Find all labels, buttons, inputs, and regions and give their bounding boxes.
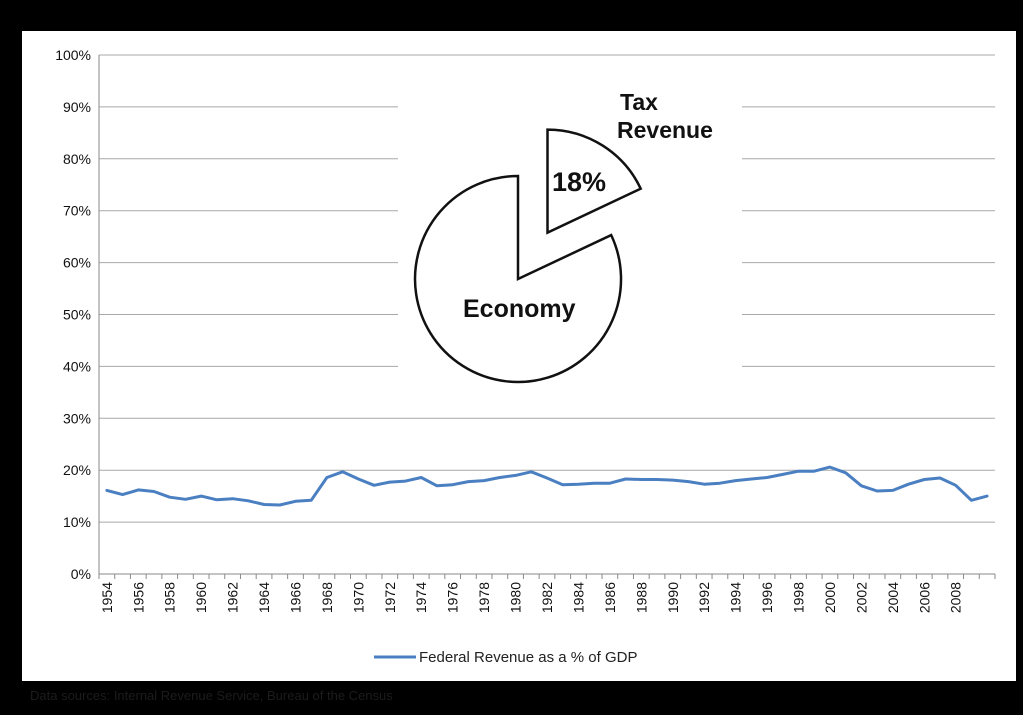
y-tick-label-40: 40%: [63, 358, 91, 374]
x-tick-label-1956: 1956: [130, 582, 146, 613]
y-tick-label-50: 50%: [63, 307, 91, 323]
x-tick-label-2006: 2006: [916, 582, 932, 613]
x-tick-label-1974: 1974: [413, 582, 429, 613]
series-line-0: [105, 465, 989, 507]
x-tick-label-2000: 2000: [822, 582, 838, 613]
inset-pie: Tax Revenue 18% Economy: [413, 89, 713, 384]
tax-label-line1: Tax: [620, 89, 658, 115]
x-tick-label-1980: 1980: [508, 582, 524, 613]
x-tick-label-1998: 1998: [791, 582, 807, 613]
x-tick-label-1954: 1954: [99, 582, 115, 613]
x-tick-label-1960: 1960: [193, 582, 209, 613]
x-tick-label-1994: 1994: [728, 582, 744, 613]
y-tick-label-20: 20%: [63, 462, 91, 478]
legend-label: Federal Revenue as a % of GDP: [419, 649, 637, 666]
x-tick-label-1970: 1970: [350, 582, 366, 613]
x-axis: 1954 1956 1958 1960 1962 1964 1966 1968 1970 1972…: [98, 573, 996, 613]
data-source-note: Data sources: Internal Revenue Service, …: [30, 688, 393, 703]
x-tick-label-1968: 1968: [319, 582, 335, 613]
y-tick-label-100: 100%: [55, 47, 91, 63]
x-tick-label-1966: 1966: [287, 582, 303, 613]
pie-slice-tax-revenue: [546, 128, 643, 235]
y-tick-label-30: 30%: [63, 410, 91, 426]
tax-value-label: 18%: [552, 167, 606, 197]
tax-label-line2: Revenue: [617, 117, 713, 143]
x-tick-label-1964: 1964: [256, 582, 272, 613]
x-tick-label-1988: 1988: [633, 582, 649, 613]
y-tick-label-10: 10%: [63, 514, 91, 530]
y-tick-label-90: 90%: [63, 99, 91, 115]
pie-slice-economy: [413, 174, 623, 384]
y-tick-label-80: 80%: [63, 151, 91, 167]
x-tick-label-1978: 1978: [476, 582, 492, 613]
x-tick-label-1992: 1992: [696, 582, 712, 613]
x-tick-label-1976: 1976: [445, 582, 461, 613]
x-tick-label-1972: 1972: [382, 582, 398, 613]
chart-canvas: 0%10%20%30%40%50%60%70%80%90%100% 1954 19…: [55, 47, 996, 666]
x-tick-label-1986: 1986: [602, 582, 618, 613]
x-tick-label-2002: 2002: [853, 582, 869, 613]
x-tick-label-2008: 2008: [948, 582, 964, 613]
legend: Federal Revenue as a % of GDP: [374, 649, 637, 666]
x-tick-label-1990: 1990: [665, 582, 681, 613]
x-tick-label-1996: 1996: [759, 582, 775, 613]
x-tick-label-1962: 1962: [225, 582, 241, 613]
chart-panel: 0% 10% 20% 30% 40% 50% 60% 70% 80% 90% 100% 1954 19…: [22, 31, 1016, 681]
x-tick-label-1984: 1984: [570, 582, 586, 613]
y-tick-label-70: 70%: [63, 203, 91, 219]
y-tick-label-60: 60%: [63, 255, 91, 271]
y-tick-label-0: 0%: [71, 566, 91, 582]
x-tick-label-1982: 1982: [539, 582, 555, 613]
x-tick-label-1958: 1958: [162, 582, 178, 613]
y-axis: 0% 10% 20% 30% 40% 50% 60% 70% 80% 90% 100%: [55, 47, 100, 582]
series-layer: [105, 465, 989, 507]
economy-label: Economy: [463, 295, 576, 323]
x-tick-label-2004: 2004: [885, 582, 901, 613]
